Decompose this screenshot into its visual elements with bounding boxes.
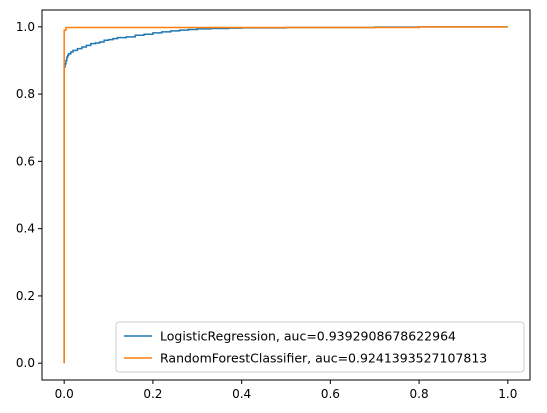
x-tick-label: 0.4 [232,387,251,401]
x-tick-label: 0.2 [143,387,162,401]
legend: LogisticRegression, auc=0.93929086786229… [115,321,525,373]
legend-label-random-forest: RandomForestClassifier, auc=0.9241393527… [160,351,487,366]
y-tick-label: 0.4 [16,222,35,236]
y-tick-label: 0.0 [16,356,35,370]
y-tick-label: 0.6 [16,154,35,168]
x-tick-label: 0.6 [321,387,340,401]
series-line-logistic [63,26,508,364]
legend-box [115,321,525,373]
y-tick-label: 0.8 [16,87,35,101]
x-tick-label: 1.0 [498,387,517,401]
legend-label-logistic: LogisticRegression, auc=0.93929086786229… [160,329,456,344]
y-tick-label: 1.0 [16,20,35,34]
axes-frame [41,9,531,381]
series-layer [63,26,508,364]
series-line-random-forest [63,26,508,364]
ticks-layer: 0.0 0.2 0.4 0.6 0.8 1.0 0.0 0.2 0.4 0.6 0.8 1.0 [16,20,517,401]
y-tick-label: 0.2 [16,289,35,303]
x-tick-label: 0.8 [410,387,429,401]
x-tick-label: 0.0 [55,387,74,401]
